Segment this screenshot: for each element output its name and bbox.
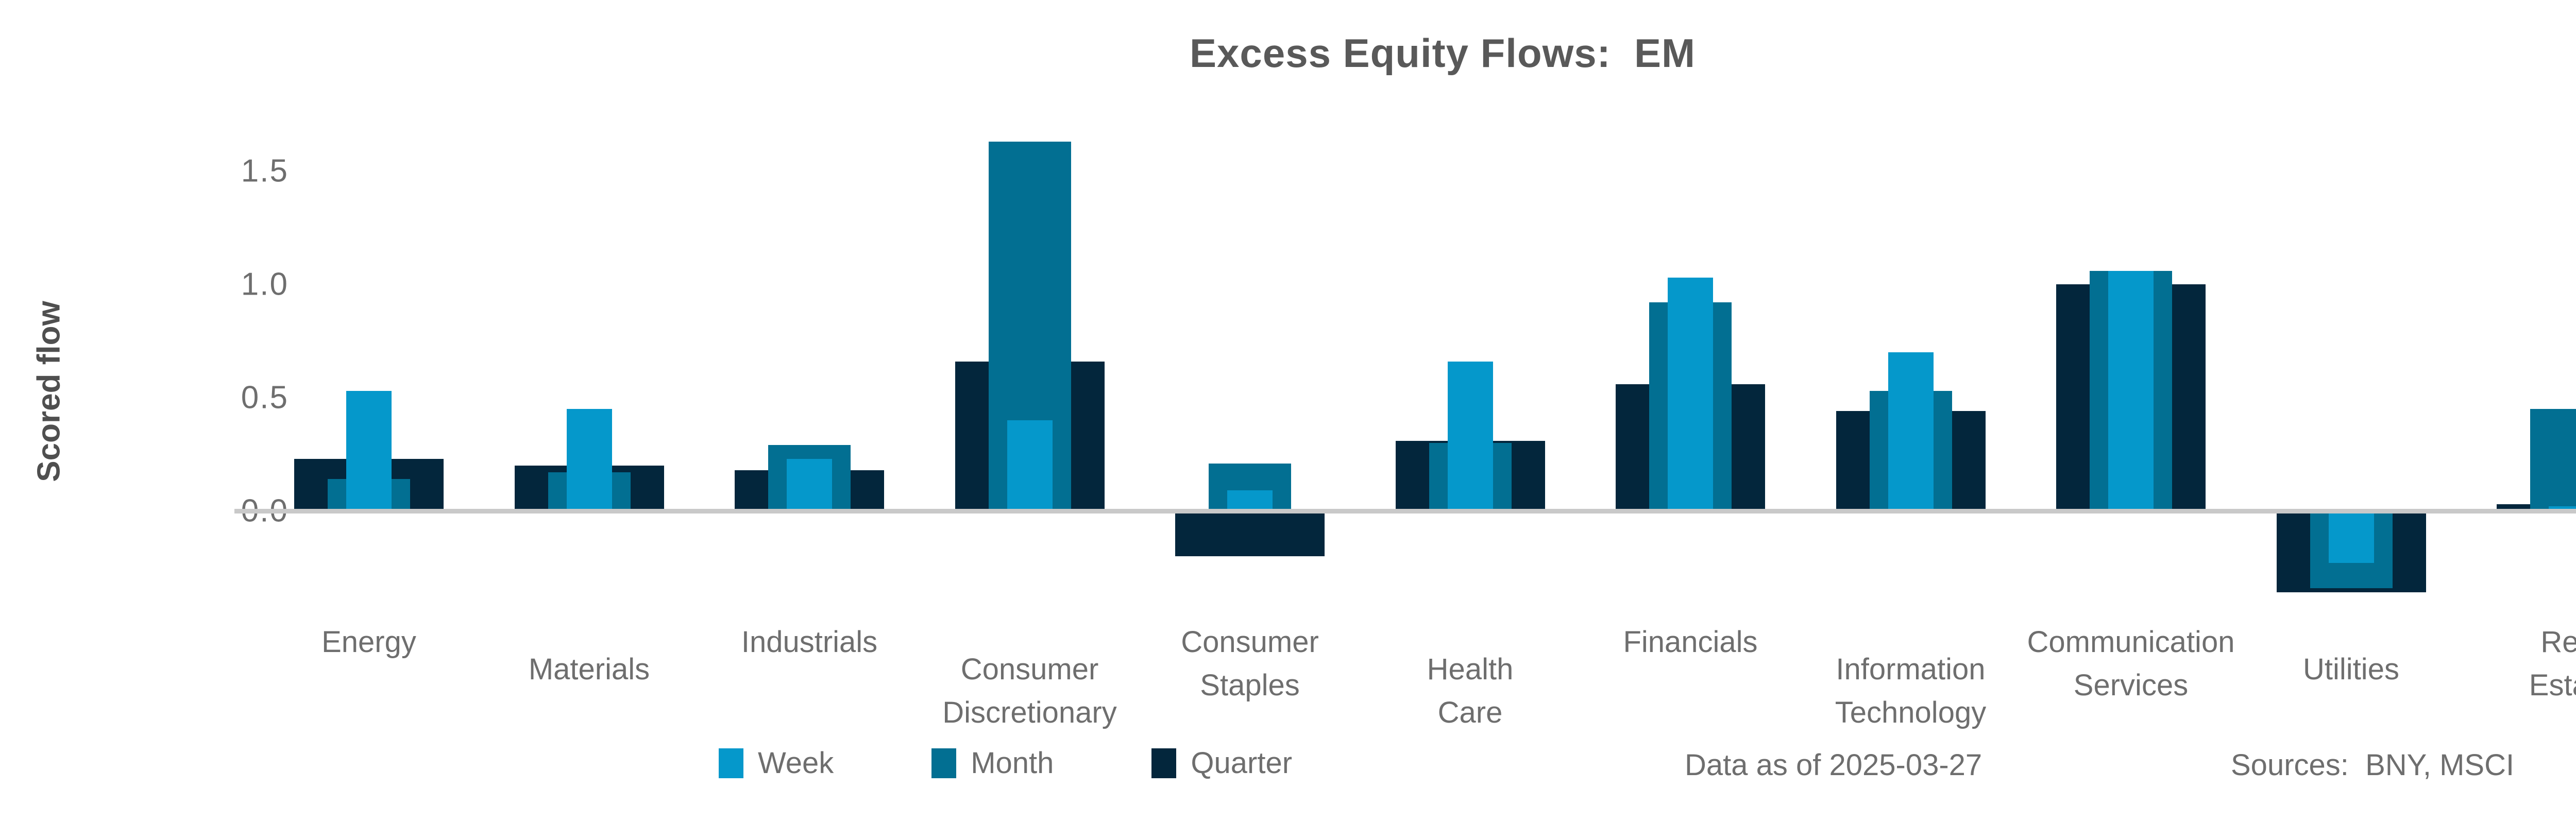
legend-swatch-week (719, 748, 743, 778)
bar-week-3 (1007, 420, 1053, 511)
bar-week-6 (1668, 277, 1713, 511)
category-label-5: Health Care (1427, 653, 1514, 729)
category-label-3: Consumer Discretionary (942, 653, 1117, 729)
bar-week-0 (346, 390, 392, 511)
category-label-9: Utilities (2303, 653, 2399, 686)
bar-week-2 (787, 458, 832, 511)
legend-swatch-quarter (1151, 748, 1177, 778)
category-label-6: Financials (1623, 625, 1758, 659)
legend-label-month: Month (971, 746, 1054, 780)
category-label-4: Consumer Staples (1181, 625, 1319, 702)
bar-week-5 (1447, 361, 1493, 511)
chart-legend: Week Month Quarter (719, 746, 1390, 780)
y-tick-label: 1.0 (241, 266, 289, 302)
legend-swatch-month (931, 748, 957, 778)
x-axis-baseline (234, 509, 2576, 513)
legend-item-quarter: Quarter (1151, 746, 1292, 780)
bar-week-8 (2108, 270, 2154, 511)
bar-week-1 (566, 409, 612, 511)
y-tick-label: 1.5 (241, 153, 289, 189)
category-label-2: Industrials (741, 625, 878, 659)
bar-month-10 (2530, 409, 2576, 511)
y-tick-label: 0.5 (241, 380, 289, 416)
legend-label-week: Week (758, 746, 834, 780)
category-label-8: Communication Services (2027, 625, 2235, 702)
category-label-1: Materials (528, 653, 650, 686)
bar-week-9 (2328, 511, 2374, 563)
data-as-of-note: Data as of 2025-03-27 (1685, 748, 1982, 782)
category-label-10: RealEstate (2529, 625, 2576, 702)
bar-week-7 (1888, 352, 1934, 511)
bar-week-4 (1227, 490, 1273, 511)
sources-note: Sources: BNY, MSCI (2231, 748, 2515, 782)
legend-item-month: Month (931, 746, 1054, 780)
legend-label-quarter: Quarter (1191, 746, 1293, 780)
bar-week-10 (2549, 506, 2576, 511)
category-label-0: Energy (321, 625, 416, 659)
y-axis-label: Scored flow (31, 301, 67, 482)
category-label-7: Information Technology (1835, 653, 1987, 729)
legend-item-week: Week (719, 746, 834, 780)
chart-title: Excess Equity Flows: EM (1190, 30, 1696, 76)
bar-quarter-4 (1175, 511, 1325, 556)
